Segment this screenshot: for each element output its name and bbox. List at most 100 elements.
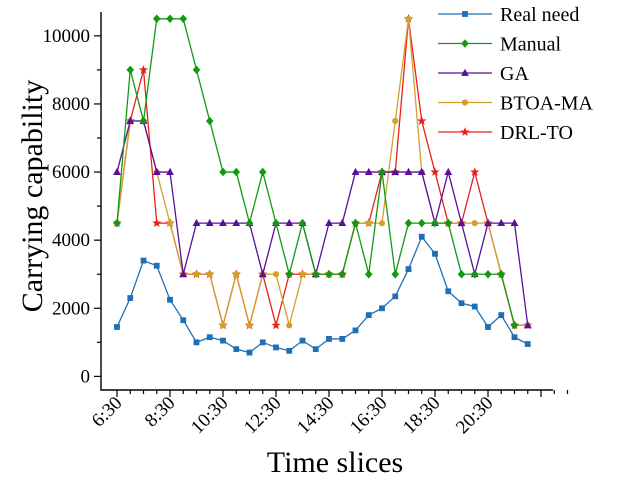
data-point-manual	[179, 14, 188, 24]
data-point-btoa-ma	[392, 117, 399, 125]
x-tick-label: 16:30	[346, 393, 391, 438]
data-point-manual	[325, 269, 333, 279]
x-tick-label: 8:30	[141, 393, 180, 432]
data-point-real-need	[153, 262, 160, 269]
legend-label: GA	[500, 63, 529, 85]
legend-entry-drl-to: DRL-TO	[438, 122, 573, 144]
data-point-real-need	[405, 266, 412, 273]
x-tick-label: 18:30	[399, 393, 444, 438]
legend-entry-btoa-ma: BTOA-MA	[438, 93, 594, 115]
data-point-manual	[470, 269, 479, 279]
x-tick-label: 14:30	[293, 393, 338, 438]
data-point-manual	[311, 269, 320, 279]
data-point-manual	[391, 269, 400, 279]
legend-entry-ga: GA	[438, 63, 529, 85]
data-point-ga	[457, 218, 466, 227]
data-point-ga	[179, 269, 188, 278]
legend-marker	[462, 11, 468, 17]
series-line-ga	[116, 120, 529, 326]
data-point-manual	[497, 269, 506, 279]
data-point-manual	[444, 218, 453, 228]
data-point-btoa-ma	[219, 322, 227, 329]
data-point-btoa-ma	[378, 220, 386, 227]
data-point-real-need	[418, 233, 425, 240]
data-point-btoa-ma	[166, 220, 174, 227]
data-point-ga	[232, 218, 241, 227]
data-point-ga	[126, 116, 135, 124]
series-line-btoa-ma	[116, 18, 528, 328]
series-btoa-ma	[113, 15, 531, 329]
data-point-real-need	[392, 293, 399, 300]
data-point-real-need	[246, 349, 253, 356]
data-point-real-need	[352, 327, 359, 334]
data-point-real-need	[445, 288, 452, 295]
data-point-real-need	[286, 347, 293, 354]
data-point-real-need	[114, 324, 120, 330]
data-point-real-need	[458, 300, 465, 307]
data-point-real-need	[524, 341, 531, 347]
data-point-drl-to	[417, 116, 427, 125]
legend-entry-real-need: Real need	[438, 4, 579, 26]
data-point-btoa-ma	[206, 271, 213, 278]
data-point-real-need	[193, 339, 200, 346]
x-tick-label: 10:30	[187, 393, 232, 438]
data-point-drl-to	[430, 167, 440, 176]
legend: Real need Manual GA BTOA-MA DRL-TO	[438, 4, 594, 144]
data-point-manual	[152, 14, 161, 24]
data-point-ga	[484, 218, 492, 227]
data-point-ga	[338, 218, 347, 227]
data-point-real-need	[485, 324, 491, 330]
legend-label: BTOA-MA	[500, 93, 594, 115]
data-point-real-need	[206, 334, 213, 341]
series-real-need	[114, 233, 531, 356]
legend-marker	[460, 127, 470, 136]
data-point-manual	[364, 269, 373, 279]
data-point-real-need	[312, 346, 319, 353]
data-point-manual	[205, 116, 214, 126]
data-point-ga	[113, 167, 121, 175]
x-tick-label: 6:30	[88, 393, 127, 432]
data-point-manual	[431, 218, 439, 228]
x-tick-label: 12:30	[240, 393, 285, 438]
data-point-ga	[258, 269, 267, 278]
legend-marker	[461, 99, 469, 106]
data-point-ga	[166, 167, 174, 175]
data-point-manual	[192, 65, 201, 75]
data-point-ga	[192, 218, 201, 227]
data-point-btoa-ma	[233, 271, 240, 278]
x-tick-label: 20:30	[452, 393, 497, 438]
data-point-real-need	[233, 346, 240, 353]
y-tick-label: 8000	[52, 94, 90, 115]
data-point-manual	[126, 65, 135, 75]
data-point-drl-to	[152, 218, 162, 228]
legend-label: Manual	[500, 34, 562, 56]
data-point-manual	[166, 14, 174, 24]
data-point-btoa-ma	[365, 220, 372, 227]
data-point-manual	[113, 218, 121, 228]
data-point-manual	[378, 167, 386, 177]
y-tick-label: 4000	[52, 230, 90, 251]
data-point-ga	[523, 321, 532, 329]
data-point-ga	[325, 218, 333, 227]
data-point-btoa-ma	[405, 15, 412, 22]
data-point-real-need	[326, 336, 332, 342]
data-point-ga	[152, 167, 161, 175]
legend-marker	[461, 39, 469, 48]
data-point-real-need	[127, 295, 134, 301]
data-point-btoa-ma	[471, 220, 478, 227]
y-tick-label: 2000	[52, 298, 90, 319]
data-point-ga	[364, 167, 373, 175]
data-point-real-need	[299, 337, 306, 344]
data-point-drl-to	[271, 320, 281, 330]
data-point-btoa-ma	[272, 271, 280, 278]
data-point-manual	[457, 269, 466, 279]
y-tick-label: 6000	[52, 162, 90, 183]
legend-label: DRL-TO	[500, 122, 573, 144]
y-tick-label: 0	[81, 366, 91, 387]
data-point-real-need	[259, 339, 266, 346]
data-point-real-need	[432, 250, 438, 257]
data-point-ga	[391, 167, 400, 175]
data-point-real-need	[180, 317, 187, 324]
data-point-real-need	[498, 312, 505, 318]
data-point-real-need	[339, 336, 346, 342]
